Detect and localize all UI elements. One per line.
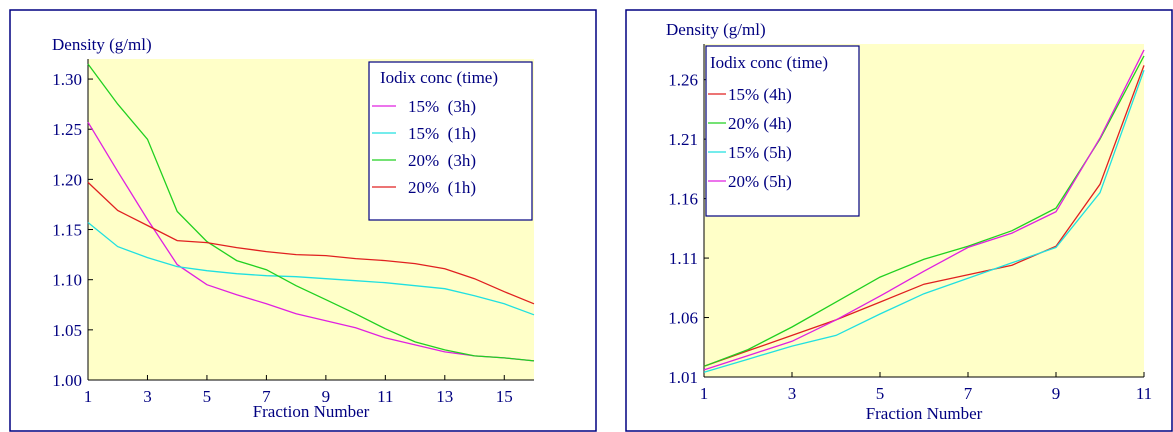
chart-right-series-line — [703, 65, 1145, 367]
chart-right-legend-entry: 15% (4h) — [728, 85, 792, 104]
chart-right-ylabel: Density (g/ml) — [666, 20, 766, 39]
chart-left-xlabel: Fraction Number — [253, 402, 370, 421]
chart-right-x-tick-label: 7 — [964, 384, 973, 403]
chart-left-legend-box — [368, 61, 533, 221]
chart-left-x-tick-label: 11 — [377, 387, 393, 406]
chart-left-y-tick-label: 1.00 — [52, 371, 82, 390]
chart-right-legend-entry: 20% (4h) — [728, 114, 792, 133]
chart-left-x-tick-label: 3 — [143, 387, 152, 406]
chart-left-y-tick-label: 1.10 — [52, 271, 82, 290]
chart-left-x-tick-label: 7 — [262, 387, 271, 406]
chart-right-y-tick-label: 1.06 — [668, 309, 698, 328]
chart-left-x-tick-label: 9 — [322, 387, 331, 406]
chart-left-x-tick-label: 1 — [84, 387, 93, 406]
chart-right-legend-box — [705, 45, 860, 217]
chart-right-x-tick-label: 1 — [700, 384, 709, 403]
chart-left-legend-entry: 20% (3h) — [408, 151, 476, 170]
chart-right-series-line — [703, 55, 1145, 367]
chart-right-x-tick-label: 5 — [876, 384, 885, 403]
chart-left-y-tick-label: 1.20 — [52, 170, 82, 189]
chart-left-legend-title: Iodix conc (time) — [380, 68, 498, 87]
chart-right-legend-entry: 15% (5h) — [728, 143, 792, 162]
chart-right-x-tick-label: 9 — [1052, 384, 1061, 403]
chart-left-y-tick-label: 1.15 — [52, 221, 82, 240]
chart-left: Density (g/ml) Fraction Number 1.00 1.05 1… — [9, 9, 597, 432]
chart-right-series-line — [703, 69, 1145, 373]
chart-right-series-line — [703, 49, 1145, 371]
chart-left-legend-entry: 15% (3h) — [408, 97, 476, 116]
chart-right-legend: Iodix conc (time) 15% (4h) 20% (4h) 15% (5… — [705, 45, 860, 217]
chart-right-legend-entry: 20% (5h) — [728, 172, 792, 191]
chart-left-ylabel: Density (g/ml) — [52, 35, 152, 54]
chart-left-x-tick-label: 13 — [436, 387, 453, 406]
chart-left-series-line — [87, 181, 535, 305]
chart-right-y-tick-label: 1.21 — [668, 130, 698, 149]
chart-left-y-tick-label: 1.25 — [52, 120, 82, 139]
chart-left-legend-entry: 20% (1h) — [408, 178, 476, 197]
chart-left-x-tick-label: 5 — [203, 387, 212, 406]
chart-left-legend-entry: 15% (1h) — [408, 124, 476, 143]
chart-left-legend: Iodix conc (time) 15% (3h) 15% (1h) 20% (3… — [368, 61, 533, 221]
chart-right-y-tick-label: 1.11 — [669, 249, 698, 268]
chart-right-xlabel: Fraction Number — [866, 404, 983, 423]
chart-left-y-tick-label: 1.30 — [52, 70, 82, 89]
chart-right-x-tick-label: 3 — [788, 384, 797, 403]
chart-right-y-tick-label: 1.26 — [668, 71, 698, 90]
chart-right: Density (g/ml) Fraction Number 1.01 1.06 1… — [625, 9, 1173, 432]
chart-left-series-line — [87, 221, 535, 316]
chart-left-series-line — [87, 121, 535, 362]
chart-right-y-tick-label: 1.16 — [668, 190, 698, 209]
chart-right-legend-title: Iodix conc (time) — [710, 53, 828, 72]
chart-left-series-line — [87, 63, 535, 362]
chart-right-y-tick-label: 1.01 — [668, 368, 698, 387]
chart-left-x-tick-label: 15 — [496, 387, 513, 406]
chart-left-y-tick-label: 1.05 — [52, 321, 82, 340]
chart-right-x-tick-label: 11 — [1136, 384, 1152, 403]
